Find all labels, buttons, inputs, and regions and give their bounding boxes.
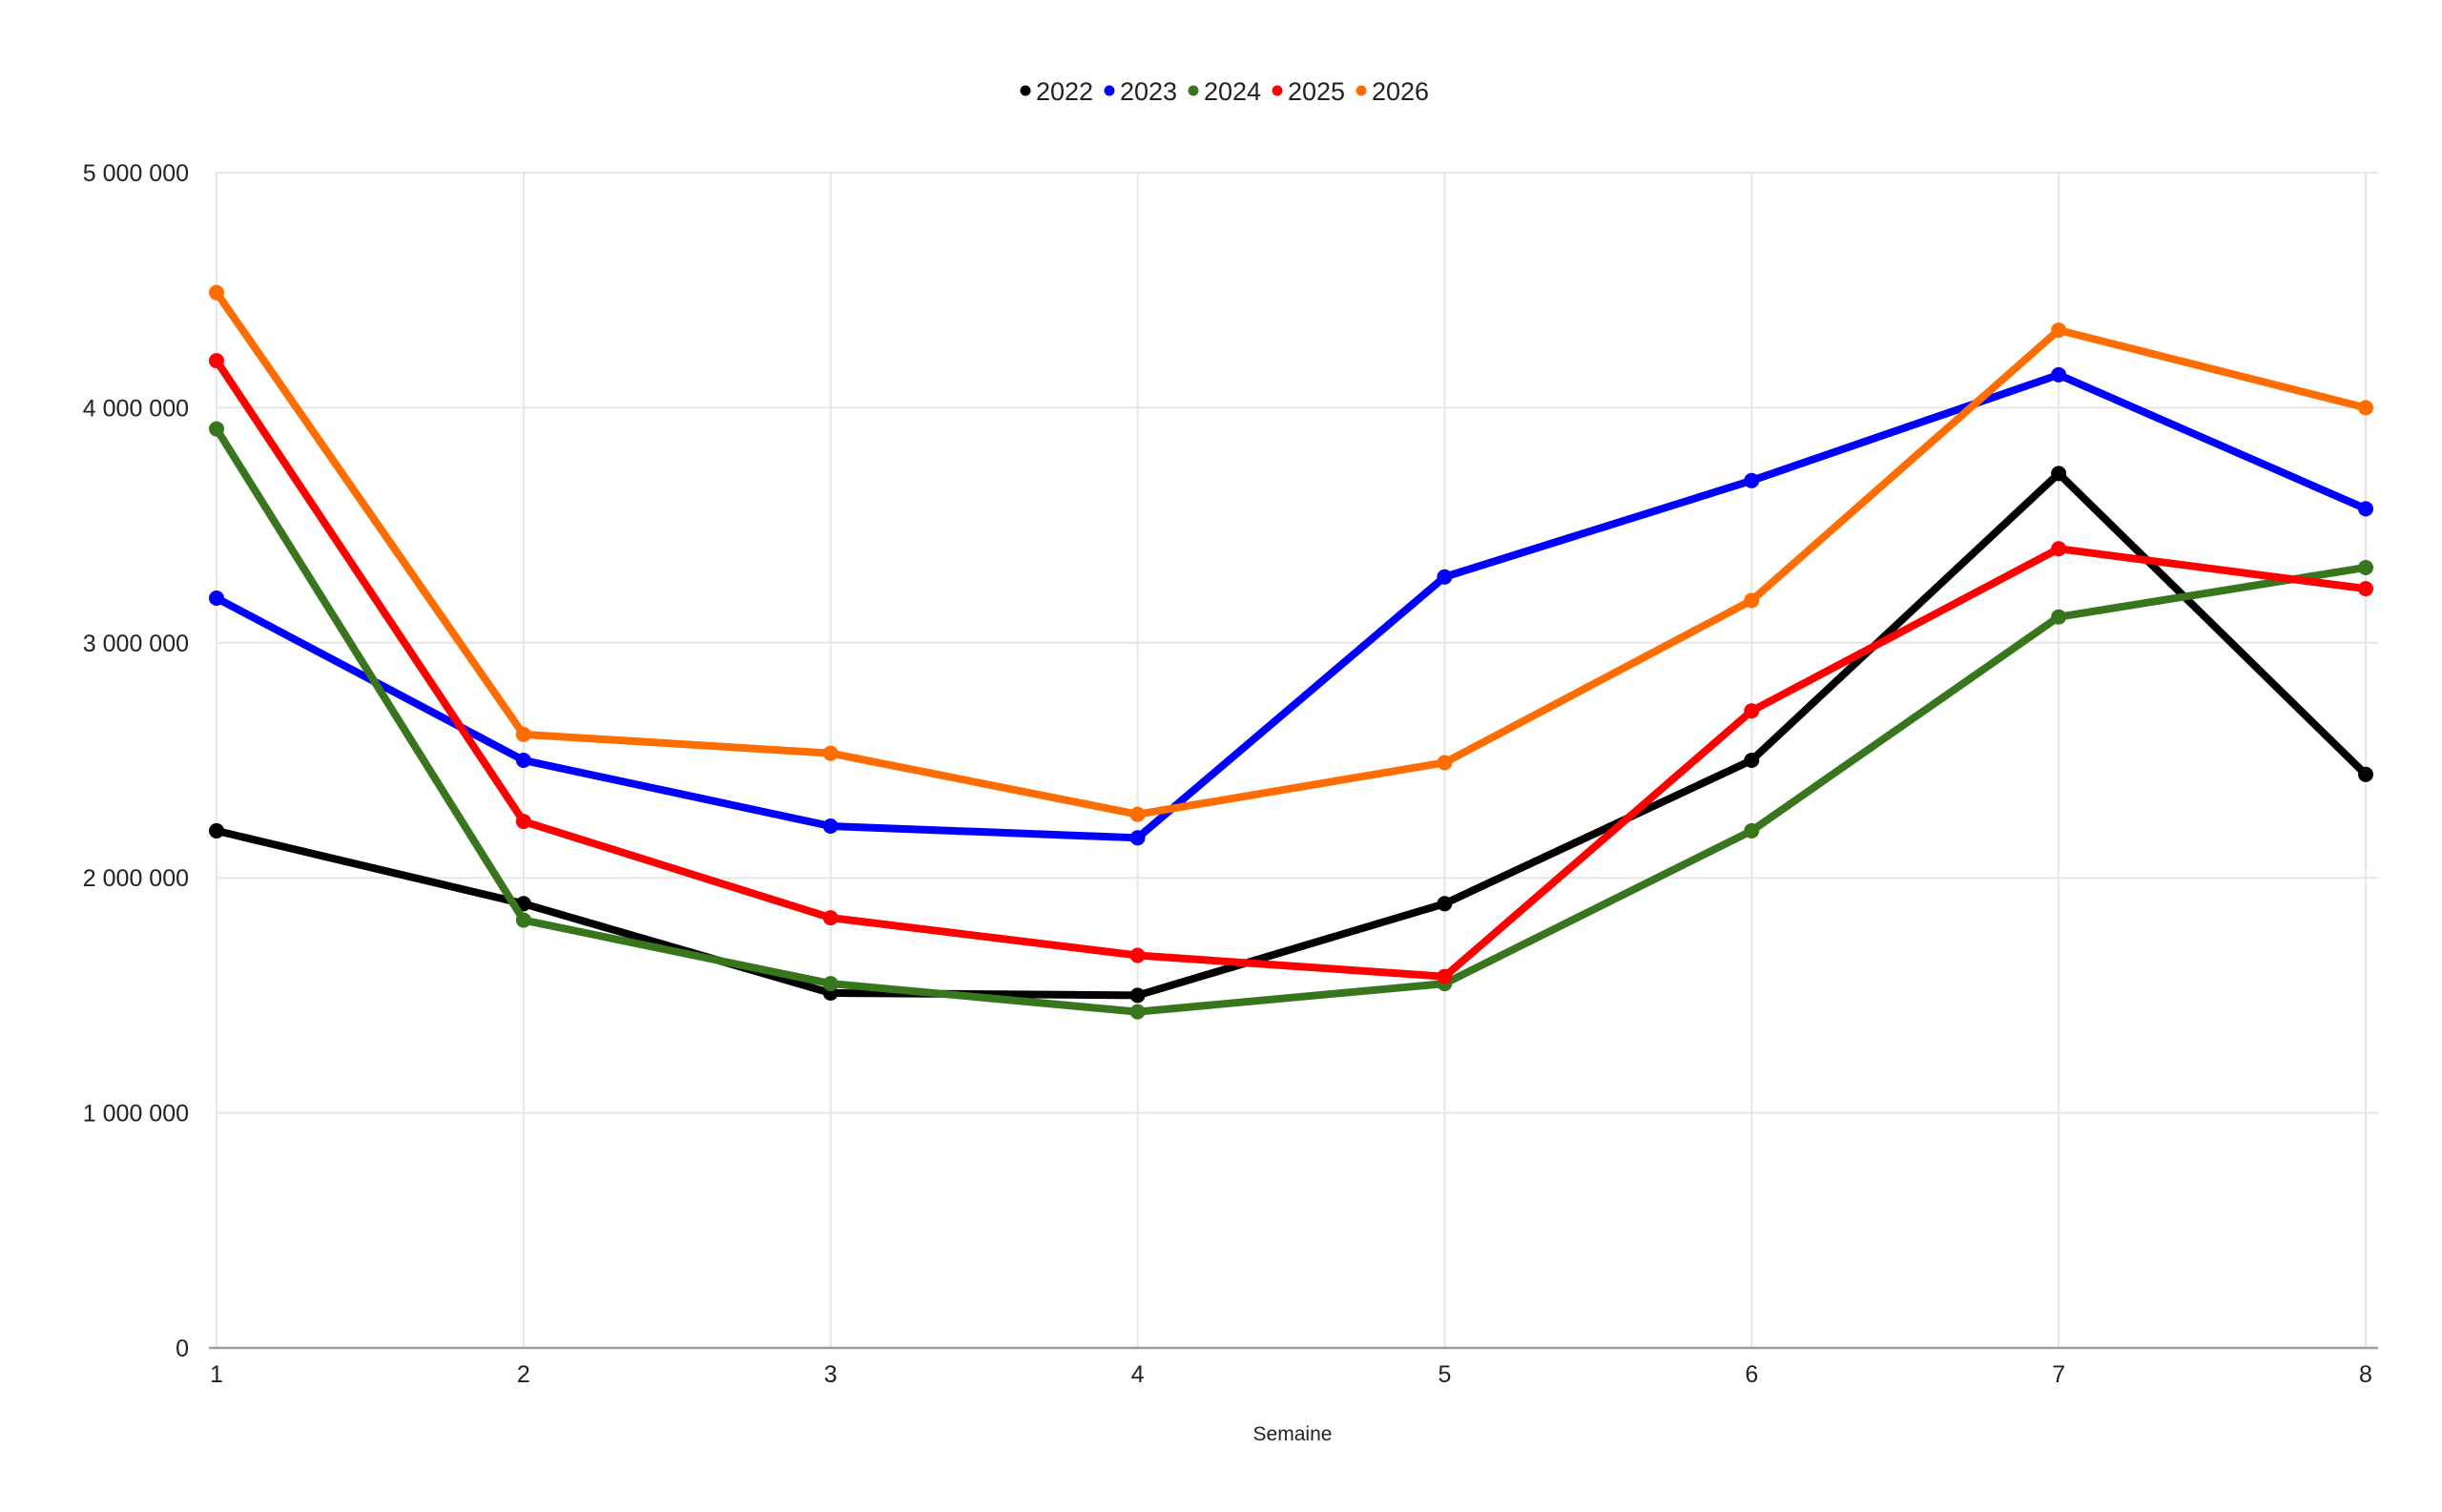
data-point [1129, 830, 1146, 846]
legend-label: 2026 [1372, 77, 1429, 106]
legend-marker [1188, 85, 1199, 96]
y-tick-label: 2 000 000 [83, 865, 189, 892]
data-point [2051, 322, 2067, 339]
y-tick-label: 1 000 000 [83, 1101, 189, 1128]
data-point [822, 976, 838, 992]
axes: 0 1 000 000 2 000 000 3 000 000 4 000 000 5 0… [83, 160, 2378, 1388]
data-point [822, 910, 838, 926]
data-point [1744, 753, 1760, 768]
data-point [1437, 755, 1453, 771]
data-point [2051, 366, 2067, 383]
data-point [209, 353, 224, 369]
x-tick-label: 3 [824, 1361, 838, 1388]
data-point [2358, 400, 2373, 416]
data-point [1129, 947, 1146, 963]
legend-label: 2024 [1204, 77, 1261, 106]
legend-marker [1020, 85, 1031, 96]
x-axis-title: Semaine [1253, 1423, 1333, 1445]
series-2024 [209, 421, 2373, 1020]
x-tick-label: 1 [210, 1361, 223, 1388]
data-point [1744, 472, 1760, 488]
data-point [1437, 968, 1453, 984]
legend-label: 2023 [1120, 77, 1177, 106]
data-point [2358, 581, 2373, 597]
x-tick-label: 6 [1745, 1361, 1758, 1388]
series-line [213, 370, 2370, 842]
data-point [2358, 766, 2373, 782]
legend-item-2025: 2025 [1272, 77, 1345, 106]
y-tick-label: 4 000 000 [83, 395, 189, 422]
data-point [1744, 703, 1760, 719]
data-point [209, 421, 224, 437]
series-line [213, 425, 2370, 1016]
data-point [515, 814, 531, 830]
series-line [213, 288, 2370, 818]
data-point [1744, 592, 1760, 609]
legend-label: 2025 [1288, 77, 1345, 106]
data-point [2358, 501, 2373, 517]
data-point [1129, 806, 1146, 822]
data-point [2051, 541, 2067, 557]
data-point [822, 745, 838, 761]
legend-item-2022: 2022 [1020, 77, 1093, 106]
legend-item-2024: 2024 [1188, 77, 1261, 106]
series-2023 [209, 366, 2373, 846]
data-point [1129, 1004, 1146, 1020]
series-line [213, 469, 2370, 1000]
legend-marker [1356, 85, 1367, 96]
legend-marker [1272, 85, 1283, 96]
y-tick-label: 3 000 000 [83, 631, 189, 657]
data-point [515, 912, 531, 928]
series-group [209, 284, 2373, 1020]
data-point [515, 726, 531, 742]
data-point [209, 822, 224, 839]
series-2022 [209, 466, 2373, 1004]
data-point [515, 753, 531, 768]
data-point [209, 284, 224, 300]
legend-label: 2022 [1036, 77, 1093, 106]
data-point [1129, 987, 1146, 1004]
x-tick-label: 5 [1438, 1361, 1451, 1388]
series-2026 [209, 284, 2373, 822]
legend: 2022 2023 2024 2025 2026 [1020, 77, 1429, 106]
legend-item-2023: 2023 [1104, 77, 1177, 106]
data-point [822, 818, 838, 834]
series-line [213, 357, 2370, 981]
x-tick-label: 2 [517, 1361, 530, 1388]
data-point [2358, 559, 2373, 575]
data-point [1744, 822, 1760, 839]
series-2025 [209, 353, 2373, 984]
x-tick-label: 8 [2359, 1361, 2372, 1388]
x-tick-label: 4 [1131, 1361, 1145, 1388]
data-point [209, 590, 224, 606]
y-tick-label: 5 000 000 [83, 160, 189, 187]
data-point [2051, 609, 2067, 625]
data-point [1437, 896, 1453, 912]
legend-marker [1104, 85, 1115, 96]
x-tick-label: 7 [2052, 1361, 2065, 1388]
data-point [2051, 466, 2067, 482]
legend-item-2026: 2026 [1356, 77, 1429, 106]
data-point [1437, 569, 1453, 585]
y-tick-label: 0 [176, 1336, 189, 1362]
